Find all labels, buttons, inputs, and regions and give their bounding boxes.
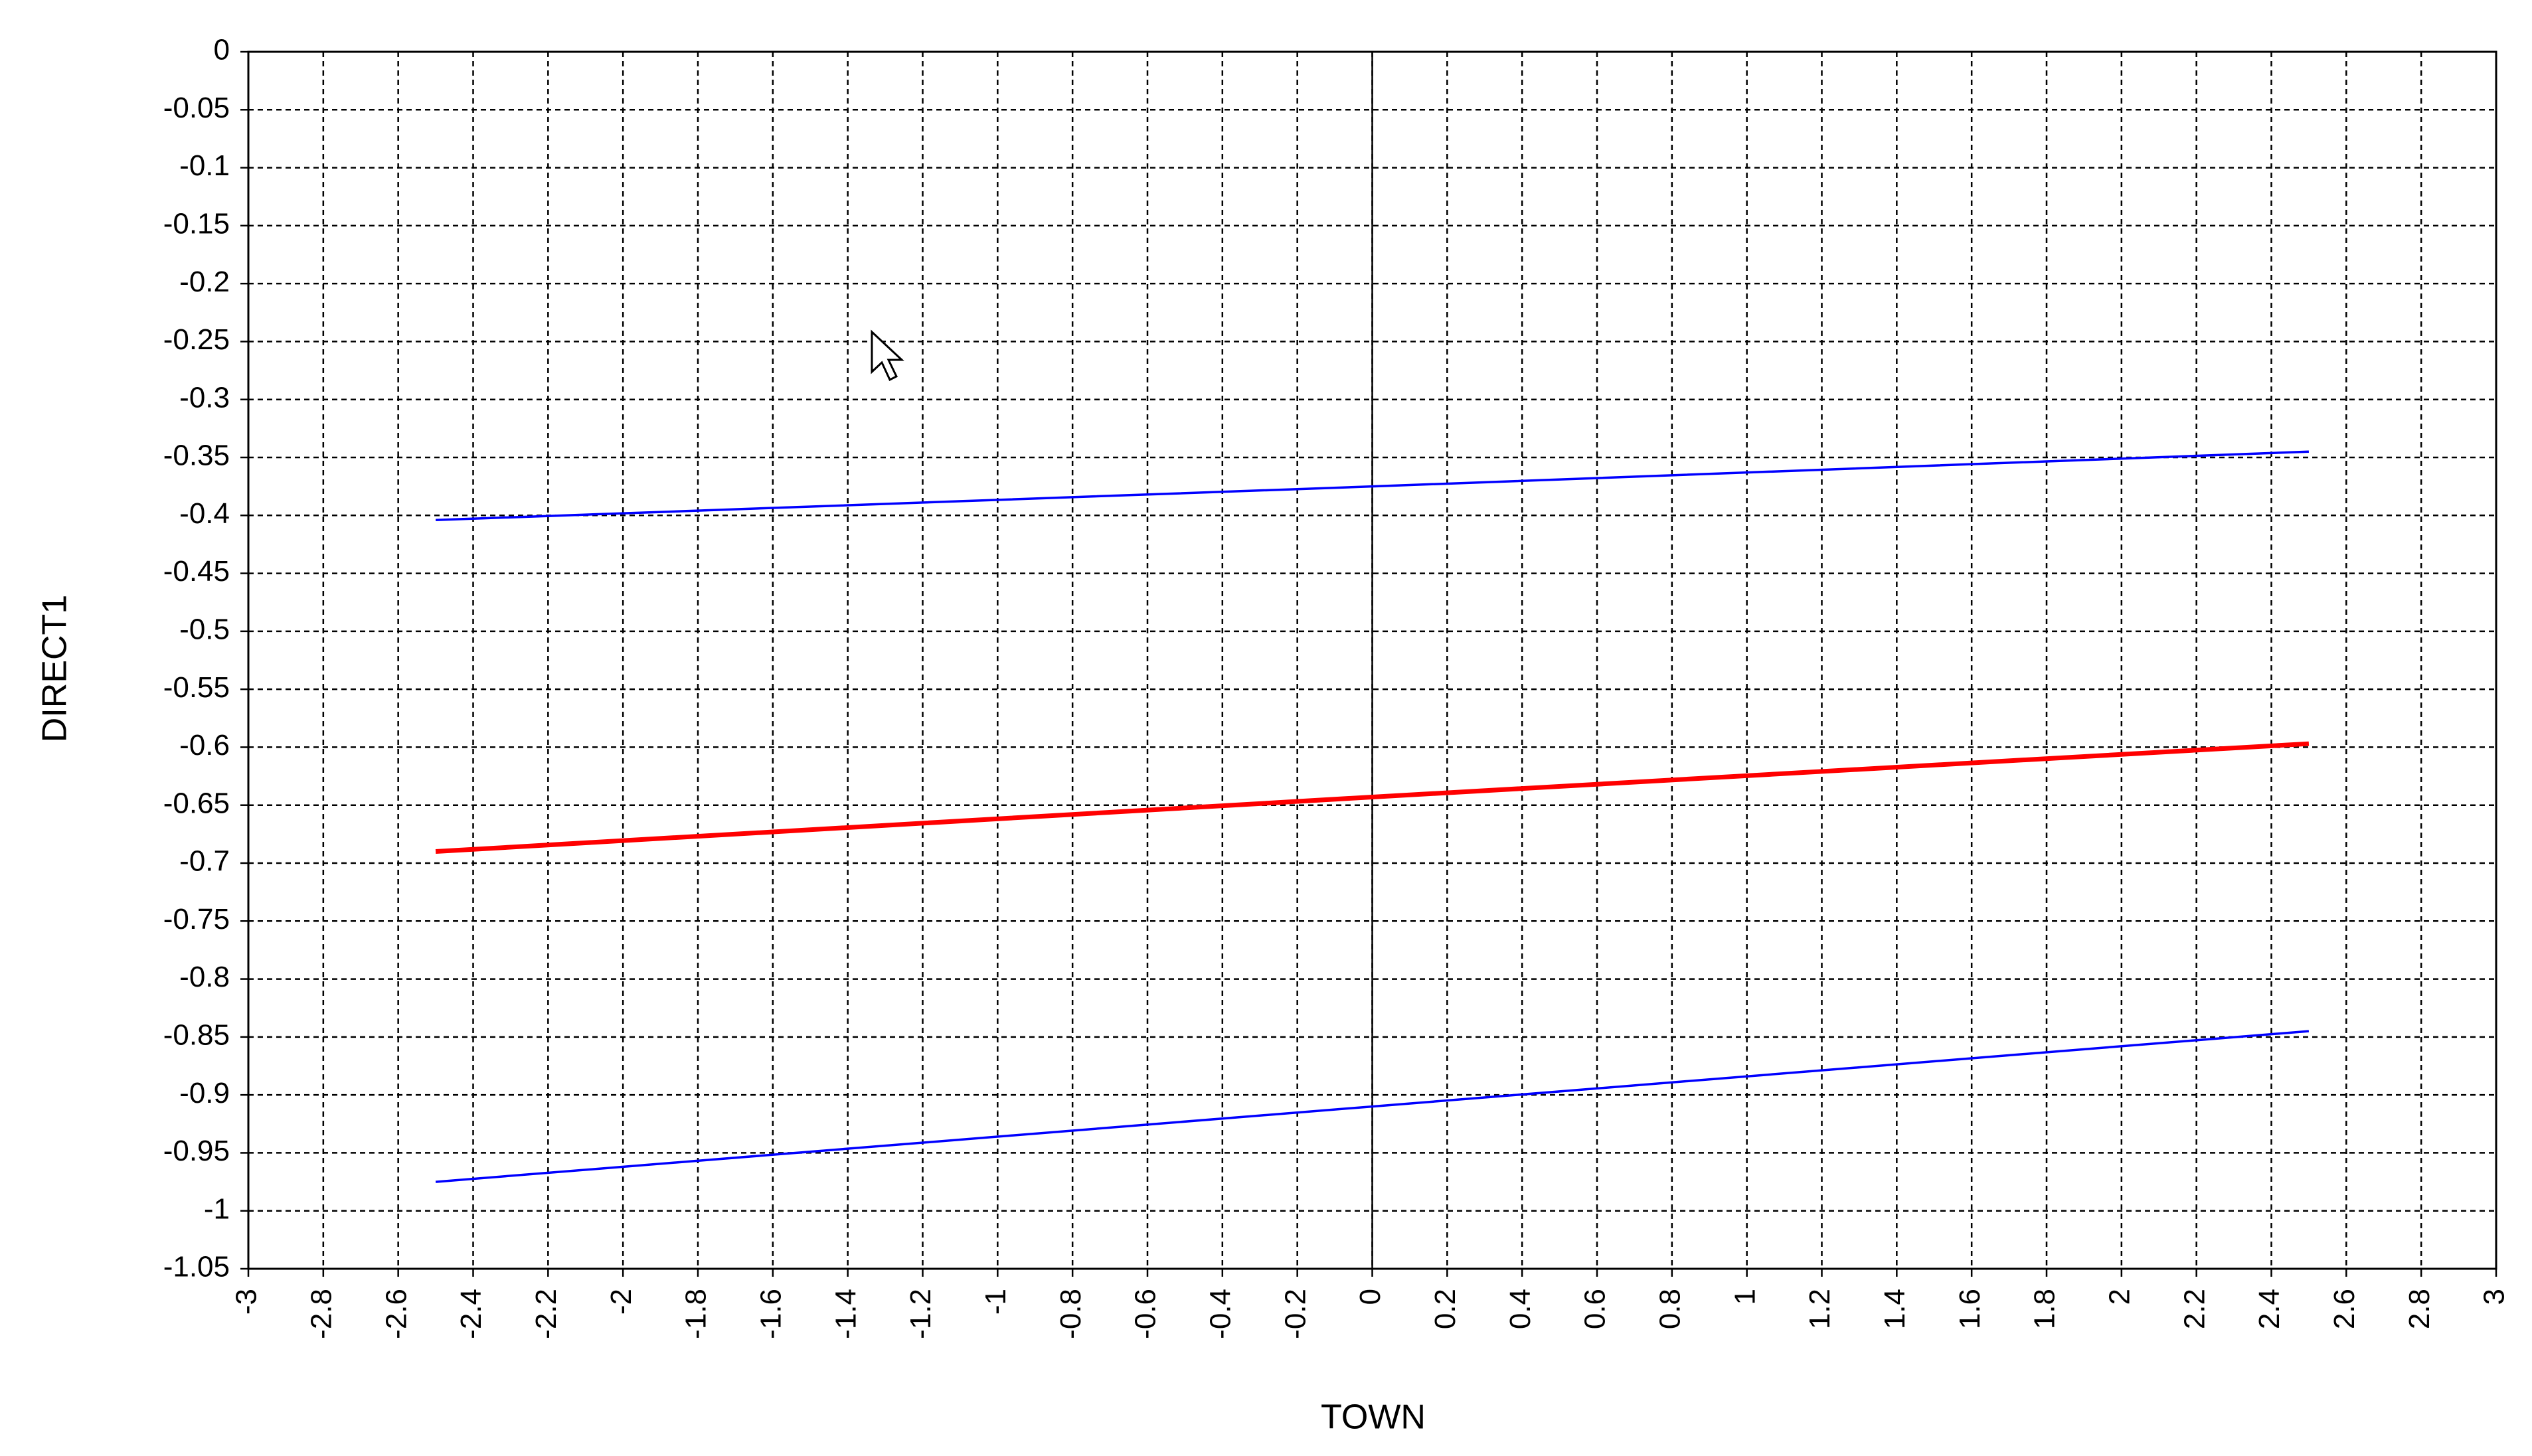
x-tick-label: 2.4 — [2253, 1289, 2286, 1329]
x-tick-label: -0.4 — [1204, 1289, 1236, 1339]
y-tick-label: -0.2 — [179, 266, 230, 298]
plot-frame — [247, 50, 2497, 1270]
x-tick-label: 0 — [1354, 1289, 1387, 1305]
x-tick-label: 0.6 — [1579, 1289, 1612, 1329]
x-tick-label: 3 — [2478, 1289, 2511, 1305]
x-tick-label: -0.6 — [1130, 1289, 1162, 1339]
y-tick-label: -0.85 — [163, 1018, 230, 1051]
x-tick-label: -2.2 — [530, 1289, 562, 1339]
x-tick-label: -1.2 — [904, 1289, 937, 1339]
x-tick-label: 1.4 — [1879, 1289, 1911, 1329]
data-line — [435, 741, 2310, 854]
x-tick-label: -2.6 — [380, 1289, 412, 1339]
y-tick-label: -0.1 — [179, 149, 230, 182]
data-line — [435, 1030, 2310, 1183]
x-tick-label: 0.8 — [1653, 1289, 1686, 1329]
y-tick-label: -0.65 — [163, 787, 230, 819]
x-tick-label: -1 — [979, 1289, 1012, 1315]
y-tick-label: -1.05 — [163, 1251, 230, 1283]
x-tick-label: -2 — [605, 1289, 637, 1315]
data-line — [436, 450, 2309, 522]
y-tick-label: -0.45 — [163, 555, 230, 588]
x-tick-label: -0.8 — [1055, 1289, 1087, 1339]
x-tick-label: 2.2 — [2178, 1289, 2211, 1329]
x-tick-label: 2.6 — [2328, 1289, 2361, 1329]
x-tick-label: -3 — [230, 1289, 263, 1315]
y-tick-label: -0.95 — [163, 1135, 230, 1167]
x-axis-label: TOWN — [1321, 1398, 1426, 1437]
x-tick-label: -1.8 — [680, 1289, 713, 1339]
y-tick-label: -0.05 — [163, 92, 230, 124]
y-tick-label: -0.35 — [163, 440, 230, 472]
x-tick-label: 1.2 — [1804, 1289, 1836, 1329]
x-tick-label: 0.4 — [1504, 1289, 1537, 1329]
y-tick-label: -0.6 — [179, 729, 230, 762]
y-tick-label: -0.4 — [179, 497, 230, 530]
y-tick-label: -0.5 — [179, 613, 230, 645]
x-tick-label: -0.2 — [1279, 1289, 1311, 1339]
y-axis-label: DIRECT1 — [36, 595, 74, 742]
y-tick-label: -0.55 — [163, 671, 230, 704]
y-tick-label: -0.15 — [163, 207, 230, 240]
y-tick-label: -0.75 — [163, 903, 230, 935]
y-tick-label: -0.8 — [179, 961, 230, 993]
x-tick-label: -2.4 — [455, 1289, 487, 1339]
x-tick-label: -1.6 — [754, 1289, 787, 1339]
x-tick-label: 1.8 — [2029, 1289, 2061, 1329]
mouse-cursor — [871, 329, 904, 382]
x-tick-label: 2.8 — [2403, 1289, 2436, 1329]
y-tick-label: -0.9 — [179, 1077, 230, 1109]
y-tick-label: -1 — [204, 1192, 230, 1225]
x-tick-label: 2 — [2103, 1289, 2136, 1305]
x-tick-label: 0.2 — [1429, 1289, 1462, 1329]
x-tick-label: 1.6 — [1954, 1289, 1986, 1329]
y-tick-label: 0 — [214, 34, 230, 66]
y-tick-label: -0.3 — [179, 381, 230, 414]
y-tick-label: -0.25 — [163, 323, 230, 356]
x-tick-label: 1 — [1729, 1289, 1761, 1305]
y-tick-label: -0.7 — [179, 845, 230, 878]
x-tick-label: -2.8 — [305, 1289, 337, 1339]
x-tick-label: -1.4 — [829, 1289, 862, 1339]
